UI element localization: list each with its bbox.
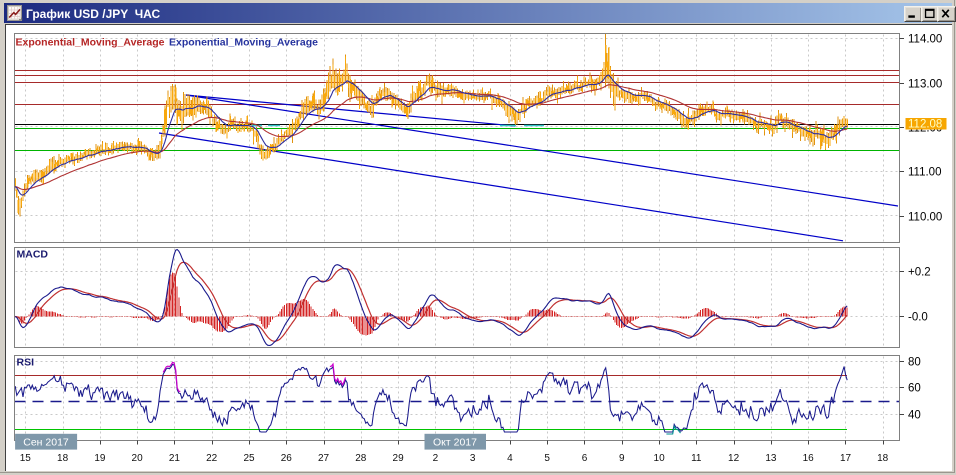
svg-text:10: 10 xyxy=(654,453,666,464)
svg-text:113.00: 113.00 xyxy=(908,79,942,91)
svg-text:40: 40 xyxy=(908,410,921,422)
svg-text:Exponential_Moving_Average: Exponential_Moving_Average xyxy=(169,37,318,49)
svg-text:18: 18 xyxy=(57,453,69,464)
svg-text:15: 15 xyxy=(20,453,32,464)
svg-text:80: 80 xyxy=(908,357,921,369)
svg-text:19: 19 xyxy=(94,453,106,464)
svg-text:-0.0: -0.0 xyxy=(908,312,928,324)
svg-text:25: 25 xyxy=(243,453,255,464)
svg-text:2: 2 xyxy=(433,453,439,464)
svg-text:111.00: 111.00 xyxy=(908,167,941,179)
svg-text:26: 26 xyxy=(281,453,293,464)
svg-text:110.00: 110.00 xyxy=(908,212,942,224)
svg-text:60: 60 xyxy=(908,383,921,395)
svg-text:Сен 2017: Сен 2017 xyxy=(23,437,69,449)
svg-text:13: 13 xyxy=(765,453,777,464)
svg-text:20: 20 xyxy=(132,453,144,464)
svg-text:+0.2: +0.2 xyxy=(908,267,931,279)
svg-text:16: 16 xyxy=(803,453,815,464)
svg-text:17: 17 xyxy=(840,453,852,464)
svg-text:22: 22 xyxy=(206,453,218,464)
svg-text:114.00: 114.00 xyxy=(908,34,942,46)
svg-text:6: 6 xyxy=(582,453,588,464)
svg-text:Окт 2017: Окт 2017 xyxy=(433,437,477,449)
svg-text:27: 27 xyxy=(318,453,330,464)
svg-text:11: 11 xyxy=(691,453,702,464)
svg-text:4: 4 xyxy=(507,453,513,464)
svg-text:5: 5 xyxy=(544,453,550,464)
svg-text:MACD: MACD xyxy=(17,249,49,261)
svg-text:RSI: RSI xyxy=(17,357,35,369)
svg-text:112.08: 112.08 xyxy=(908,119,942,131)
svg-text:Exponential_Moving_Average: Exponential_Moving_Average xyxy=(16,37,165,49)
svg-text:12: 12 xyxy=(728,453,740,464)
svg-text:9: 9 xyxy=(619,453,625,464)
svg-text:21: 21 xyxy=(169,453,181,464)
svg-text:29: 29 xyxy=(393,453,405,464)
svg-text:18: 18 xyxy=(877,453,889,464)
svg-text:28: 28 xyxy=(355,453,367,464)
svg-text:3: 3 xyxy=(470,453,476,464)
